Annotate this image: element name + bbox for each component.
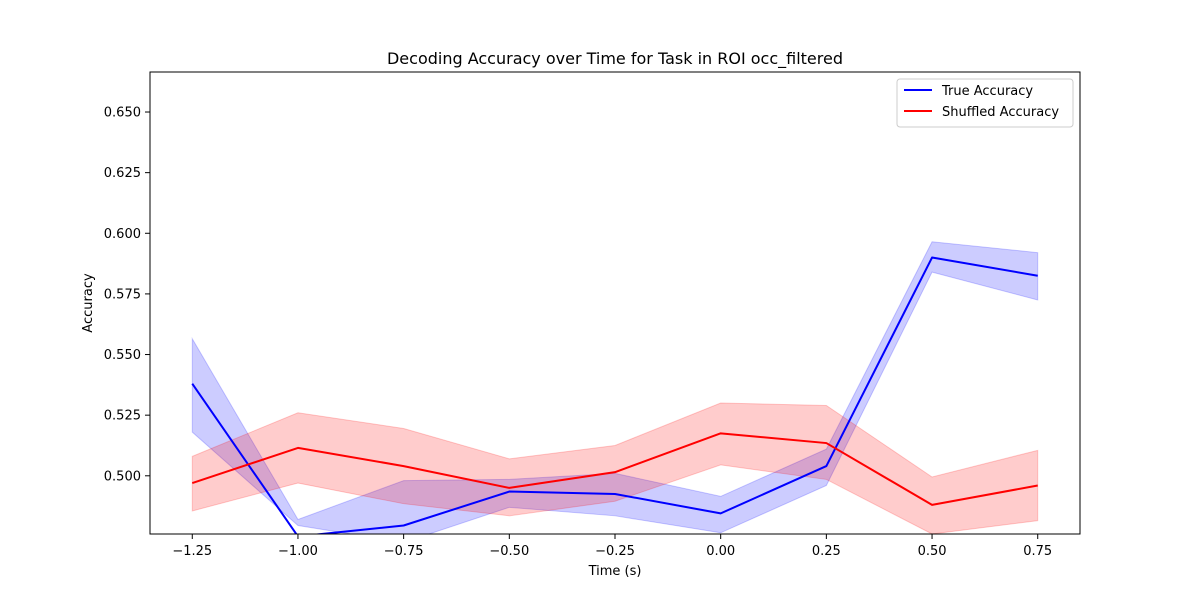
x-tick-label: 0.75 [1023, 544, 1052, 559]
series-line-1 [191, 432, 1038, 506]
x-tick-label: −0.75 [384, 544, 424, 559]
y-axis: 0.500 0.525 0.550 0.575 0.600 0.625 0.650 [104, 106, 150, 484]
y-tick-label: 0.650 [104, 106, 141, 121]
y-tick-label: 0.600 [104, 227, 141, 242]
x-tick-label: −0.50 [489, 544, 529, 559]
x-tick-label: 0.25 [812, 544, 841, 559]
confidence-band-series-0 [191, 241, 1039, 534]
series-line-0 [191, 256, 1038, 534]
confidence-band-series-1 [191, 402, 1039, 534]
y-tick-label: 0.625 [104, 166, 141, 181]
x-axis-label: Time (s) [588, 564, 642, 579]
x-tick-label: 0.50 [918, 544, 947, 559]
y-tick-label: 0.550 [104, 348, 141, 363]
y-tick-label: 0.575 [104, 287, 141, 302]
x-tick-label: −1.00 [278, 544, 318, 559]
legend-label-shuffled-accuracy: Shuffled Accuracy [942, 105, 1059, 120]
x-axis: −1.25 −1.00 −0.75 −0.50 −0.25 0.00 0.25 0.50 0.7… [172, 534, 1052, 559]
y-axis-label: Accuracy [81, 273, 96, 333]
x-tick-label: −0.25 [595, 544, 635, 559]
plot-area [191, 241, 1039, 534]
legend: True Accuracy Shuffled Accuracy [896, 78, 1074, 128]
x-tick-label: 0.00 [706, 544, 735, 559]
x-tick-label: −1.25 [172, 544, 212, 559]
chart-title: Decoding Accuracy over Time for Task in … [387, 49, 843, 69]
y-tick-label: 0.525 [104, 409, 141, 424]
legend-box [896, 78, 1074, 128]
legend-label-true-accuracy: True Accuracy [941, 84, 1033, 99]
y-tick-label: 0.500 [104, 469, 141, 484]
